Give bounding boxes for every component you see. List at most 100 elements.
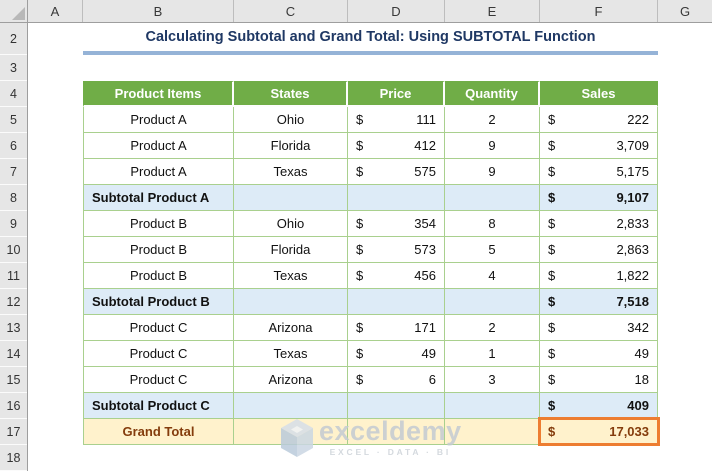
row-header-7[interactable]: 7 xyxy=(0,159,27,185)
table-header-sales[interactable]: Sales xyxy=(540,81,658,107)
select-all-corner[interactable] xyxy=(0,0,28,23)
row-header-2[interactable]: 2 xyxy=(0,23,27,55)
cell-product[interactable]: Product C xyxy=(83,367,234,393)
cell-empty[interactable] xyxy=(445,289,540,315)
cell-product[interactable]: Product B xyxy=(83,237,234,263)
cell-sales[interactable]: $2,833 xyxy=(540,211,658,237)
cell-price[interactable]: $575 xyxy=(348,159,445,185)
cell-empty[interactable] xyxy=(234,289,348,315)
cell-state[interactable]: Ohio xyxy=(234,211,348,237)
cell-price[interactable]: $6 xyxy=(348,367,445,393)
amount: 6 xyxy=(428,372,436,387)
table-header-price[interactable]: Price xyxy=(348,81,445,107)
cell-state[interactable]: Texas xyxy=(234,341,348,367)
row-header-12[interactable]: 12 xyxy=(0,289,27,315)
cell-empty[interactable] xyxy=(348,185,445,211)
cell-product[interactable]: Product A xyxy=(83,133,234,159)
currency-symbol: $ xyxy=(356,112,364,127)
row-header-9[interactable]: 9 xyxy=(0,211,27,237)
row-header-16[interactable]: 16 xyxy=(0,393,27,419)
table-header-quantity[interactable]: Quantity xyxy=(445,81,540,107)
row-header-18[interactable]: 18 xyxy=(0,445,27,471)
row-header-5[interactable]: 5 xyxy=(0,107,27,133)
column-header-G[interactable]: G xyxy=(679,3,691,19)
cell-state[interactable]: Ohio xyxy=(234,107,348,133)
cell-price[interactable]: $412 xyxy=(348,133,445,159)
column-header-A[interactable]: A xyxy=(28,0,83,22)
cell-quantity[interactable]: 4 xyxy=(445,263,540,289)
cell-quantity[interactable]: 9 xyxy=(445,133,540,159)
worksheet-title: Calculating Subtotal and Grand Total: Us… xyxy=(145,29,596,45)
cell-empty[interactable] xyxy=(234,185,348,211)
column-header-D[interactable]: D xyxy=(348,0,445,22)
row-header-3[interactable]: 3 xyxy=(0,55,27,81)
cell-product[interactable]: Product A xyxy=(83,159,234,185)
cell-price[interactable]: $573 xyxy=(348,237,445,263)
row-header-15[interactable]: 15 xyxy=(0,367,27,393)
cell-state[interactable]: Florida xyxy=(234,237,348,263)
cell-product[interactable]: Product C xyxy=(83,315,234,341)
cell-empty[interactable] xyxy=(445,185,540,211)
cell-empty[interactable] xyxy=(445,393,540,419)
amount: 3,709 xyxy=(616,138,649,153)
column-header-E[interactable]: E xyxy=(445,0,540,22)
cell-state[interactable]: Florida xyxy=(234,133,348,159)
table-header-states[interactable]: States xyxy=(234,81,348,107)
cell-subtotal-sales[interactable]: $9,107 xyxy=(540,185,658,211)
cell-subtotal-sales[interactable]: $409 xyxy=(540,393,658,419)
cell-state[interactable]: Arizona xyxy=(234,315,348,341)
column-header-F[interactable]: F xyxy=(540,0,658,22)
amount: 575 xyxy=(414,164,436,179)
cell-empty[interactable] xyxy=(348,419,445,445)
cell-state[interactable]: Texas xyxy=(234,159,348,185)
cell-subtotal-label[interactable]: Subtotal Product B xyxy=(83,289,234,315)
table-header-product-items[interactable]: Product Items xyxy=(83,81,234,107)
cell-sales[interactable]: $18 xyxy=(540,367,658,393)
cell-quantity[interactable]: 2 xyxy=(445,107,540,133)
cell-grandtotal-label[interactable]: Grand Total xyxy=(83,419,234,445)
row-header-13[interactable]: 13 xyxy=(0,315,27,341)
cell-state[interactable]: Texas xyxy=(234,263,348,289)
cell-empty[interactable] xyxy=(445,419,540,445)
row-header-10[interactable]: 10 xyxy=(0,237,27,263)
cell-sales[interactable]: $2,863 xyxy=(540,237,658,263)
cell-price[interactable]: $111 xyxy=(348,107,445,133)
cell-quantity[interactable]: 5 xyxy=(445,237,540,263)
cell-quantity[interactable]: 8 xyxy=(445,211,540,237)
cell-empty[interactable] xyxy=(348,289,445,315)
cell-subtotal-label[interactable]: Subtotal Product C xyxy=(83,393,234,419)
cell-sales[interactable]: $1,822 xyxy=(540,263,658,289)
cell-price[interactable]: $456 xyxy=(348,263,445,289)
cell-sales[interactable]: $3,709 xyxy=(540,133,658,159)
cell-subtotal-label[interactable]: Subtotal Product A xyxy=(83,185,234,211)
column-header-B[interactable]: B xyxy=(83,0,234,22)
cell-price[interactable]: $49 xyxy=(348,341,445,367)
row-header-4[interactable]: 4 xyxy=(0,81,27,107)
cell-quantity[interactable]: 1 xyxy=(445,341,540,367)
cell-state[interactable]: Arizona xyxy=(234,367,348,393)
cell-quantity[interactable]: 2 xyxy=(445,315,540,341)
row-header-6[interactable]: 6 xyxy=(0,133,27,159)
cell-quantity[interactable]: 3 xyxy=(445,367,540,393)
cell-product[interactable]: Product C xyxy=(83,341,234,367)
cell-sales[interactable]: $342 xyxy=(540,315,658,341)
cell-product[interactable]: Product A xyxy=(83,107,234,133)
cell-subtotal-sales[interactable]: $7,518 xyxy=(540,289,658,315)
column-header-C[interactable]: C xyxy=(234,0,348,22)
cell-grandtotal-sales[interactable]: $17,033 xyxy=(540,419,658,445)
cell-price[interactable]: $171 xyxy=(348,315,445,341)
row-header-14[interactable]: 14 xyxy=(0,341,27,367)
row-header-8[interactable]: 8 xyxy=(0,185,27,211)
cell-sales[interactable]: $49 xyxy=(540,341,658,367)
cell-sales[interactable]: $5,175 xyxy=(540,159,658,185)
cell-empty[interactable] xyxy=(234,419,348,445)
cell-product[interactable]: Product B xyxy=(83,263,234,289)
cell-sales[interactable]: $222 xyxy=(540,107,658,133)
row-header-17[interactable]: 17 xyxy=(0,419,27,445)
cell-price[interactable]: $354 xyxy=(348,211,445,237)
cell-empty[interactable] xyxy=(234,393,348,419)
cell-quantity[interactable]: 9 xyxy=(445,159,540,185)
row-header-11[interactable]: 11 xyxy=(0,263,27,289)
cell-empty[interactable] xyxy=(348,393,445,419)
cell-product[interactable]: Product B xyxy=(83,211,234,237)
